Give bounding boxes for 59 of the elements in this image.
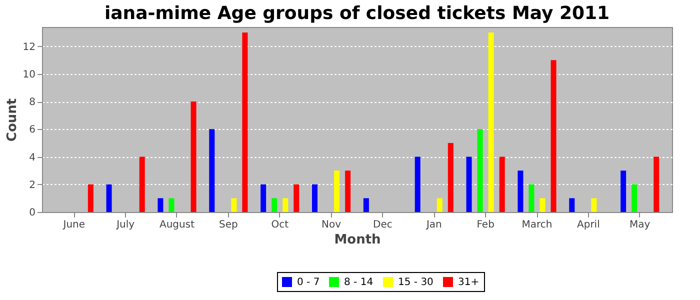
x-tick-label: May bbox=[630, 220, 650, 230]
x-axis-title: Month bbox=[334, 232, 381, 248]
bar bbox=[518, 170, 524, 212]
x-tick-label: Feb bbox=[476, 220, 494, 230]
bar bbox=[282, 198, 288, 212]
y-tick-label: 4 bbox=[29, 152, 36, 164]
x-tick-label: Nov bbox=[322, 220, 342, 230]
bar bbox=[312, 184, 318, 212]
y-tick-label: 10 bbox=[22, 69, 36, 80]
y-tick-label: 2 bbox=[29, 180, 36, 191]
bar bbox=[477, 129, 483, 212]
y-tick-label: 0 bbox=[29, 208, 36, 218]
bar bbox=[363, 198, 369, 212]
y-tick-label: 12 bbox=[22, 42, 36, 53]
bar bbox=[272, 198, 278, 212]
legend-label: 0 - 7 bbox=[297, 277, 320, 288]
bar bbox=[139, 156, 145, 212]
bar bbox=[632, 184, 638, 212]
x-tick-label: June bbox=[62, 220, 86, 230]
bar bbox=[654, 156, 660, 212]
x-tick-label: March bbox=[522, 220, 552, 230]
bar bbox=[569, 198, 575, 212]
bar bbox=[620, 170, 626, 212]
x-tick-label: Sep bbox=[219, 220, 238, 230]
x-tick-label: Jan bbox=[425, 220, 442, 230]
x-tick-label: Oct bbox=[271, 220, 289, 230]
chart-title: iana-mime Age groups of closed tickets May 2011 bbox=[104, 3, 610, 24]
bar bbox=[242, 32, 248, 212]
bar bbox=[550, 60, 556, 212]
bar bbox=[540, 198, 546, 212]
x-tick-label: Dec bbox=[373, 220, 392, 230]
bar bbox=[436, 198, 442, 212]
x-tick-label: August bbox=[160, 220, 195, 230]
x-tick-label: July bbox=[116, 220, 135, 230]
bar bbox=[448, 142, 454, 212]
bar bbox=[294, 184, 300, 212]
bar bbox=[168, 198, 174, 212]
bar bbox=[231, 198, 237, 212]
bar bbox=[528, 184, 534, 212]
bar bbox=[466, 156, 472, 212]
bar bbox=[591, 198, 597, 212]
legend-label: 31+ bbox=[458, 277, 480, 288]
bar bbox=[209, 129, 215, 212]
bar bbox=[158, 198, 164, 212]
bar bbox=[414, 156, 420, 212]
bar bbox=[499, 156, 505, 212]
legend-label: 15 - 30 bbox=[398, 277, 434, 288]
bar bbox=[488, 32, 494, 212]
y-tick-label: 6 bbox=[29, 124, 36, 136]
bar bbox=[345, 170, 351, 212]
bar bbox=[88, 184, 94, 212]
bar bbox=[190, 102, 196, 212]
x-tick-label: April bbox=[577, 220, 600, 230]
bar bbox=[260, 184, 266, 212]
legend-label: 8 - 14 bbox=[344, 277, 374, 288]
bar bbox=[106, 184, 112, 212]
bar bbox=[334, 170, 340, 212]
y-axis-title: Count bbox=[4, 98, 20, 142]
y-tick-label: 8 bbox=[29, 97, 36, 108]
